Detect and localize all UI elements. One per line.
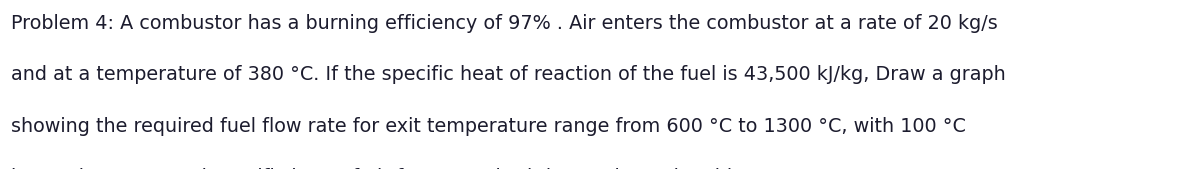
Text: Problem 4: A combustor has a burning efficiency of 97% . Air enters the combusto: Problem 4: A combustor has a burning eff… bbox=[11, 14, 998, 33]
Text: showing the required fuel flow rate for exit temperature range from 600 °C to 13: showing the required fuel flow rate for … bbox=[11, 117, 966, 136]
Text: intervals. Use actual specific heat of air from standard thermodynamic tables.: intervals. Use actual specific heat of a… bbox=[11, 168, 760, 169]
Text: and at a temperature of 380 °C. If the specific heat of reaction of the fuel is : and at a temperature of 380 °C. If the s… bbox=[11, 65, 1006, 84]
